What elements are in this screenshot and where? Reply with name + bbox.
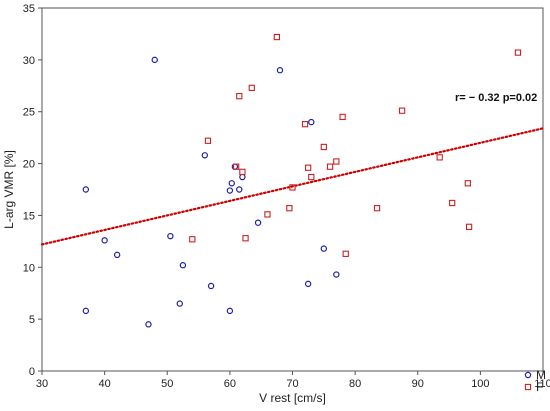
legend: MF — [524, 368, 546, 394]
y-tick-label: 20 — [23, 159, 35, 171]
x-tick-label: 50 — [161, 378, 173, 390]
legend-marker-f — [524, 383, 532, 391]
point-f — [189, 236, 196, 243]
point-m — [145, 321, 152, 328]
point-f — [286, 205, 293, 212]
point-f — [342, 250, 349, 257]
x-tick-label: 90 — [412, 378, 424, 390]
point-f — [204, 137, 212, 144]
point-f — [465, 223, 473, 230]
point-f — [464, 180, 471, 187]
x-tick-label: 60 — [224, 378, 236, 390]
point-m — [304, 280, 312, 288]
point-f — [339, 113, 346, 121]
point-m — [236, 186, 243, 193]
point-f — [373, 205, 381, 212]
x-axis-label: V rest [cm/s] — [259, 391, 326, 405]
y-tick-label: 15 — [23, 210, 35, 222]
x-tick-label: 100 — [471, 378, 489, 390]
point-m — [113, 251, 121, 259]
point-f — [236, 93, 243, 100]
point-m — [101, 237, 108, 244]
y-tick-label: 25 — [23, 107, 35, 119]
trendline — [40, 127, 545, 246]
ticks-group: 30 40 50 60 70 80 90 100 110 0 5 10 15 20 25 30 35 — [23, 3, 550, 390]
point-f — [449, 199, 456, 207]
point-f — [239, 168, 246, 176]
point-f — [301, 121, 309, 128]
point-m — [179, 262, 187, 269]
y-tick-label: 10 — [23, 262, 35, 274]
point-f — [308, 173, 315, 181]
point-m — [333, 271, 340, 278]
point-m — [167, 232, 174, 240]
point-f — [248, 84, 255, 92]
y-tick-label: 35 — [23, 3, 35, 15]
legend-label-f: F — [536, 380, 543, 394]
point-f — [305, 164, 312, 171]
point-f — [232, 163, 240, 170]
point-m — [228, 180, 235, 187]
point-f — [273, 33, 280, 41]
point-m — [82, 186, 90, 193]
point-f — [398, 107, 406, 114]
point-m — [201, 152, 209, 159]
y-tick-label: 30 — [23, 55, 35, 67]
y-tick-label: 0 — [29, 366, 35, 378]
y-axis-label: L-arg VMR [%] — [2, 150, 16, 229]
legend-marker-m — [524, 371, 532, 379]
point-m — [276, 67, 284, 74]
x-tick-label: 80 — [349, 378, 361, 390]
y-tick-label: 5 — [29, 314, 35, 326]
point-m — [207, 282, 215, 290]
point-m — [176, 300, 183, 307]
x-tick-label: 70 — [286, 378, 298, 390]
point-m — [82, 307, 90, 315]
points-group — [82, 33, 522, 328]
point-f — [326, 163, 334, 170]
trendline-group — [40, 127, 545, 246]
point-m — [226, 307, 234, 315]
point-m — [226, 187, 234, 194]
point-m — [239, 173, 246, 181]
point-f — [242, 235, 249, 242]
correlation-annotation: r= − 0.32 p=0.02 — [455, 92, 537, 104]
point-f — [289, 184, 296, 191]
point-m — [254, 219, 262, 226]
point-f — [264, 211, 271, 218]
point-m — [320, 245, 328, 252]
point-m — [308, 118, 315, 126]
x-tick-label: 40 — [99, 378, 111, 390]
x-tick-label: 110 — [534, 378, 550, 390]
point-f — [333, 158, 340, 165]
point-f — [436, 154, 443, 161]
point-m — [151, 56, 158, 64]
x-tick-label: 30 — [36, 378, 48, 390]
point-f — [514, 49, 522, 56]
legend-label-m: M — [536, 368, 546, 382]
point-f — [320, 143, 327, 151]
